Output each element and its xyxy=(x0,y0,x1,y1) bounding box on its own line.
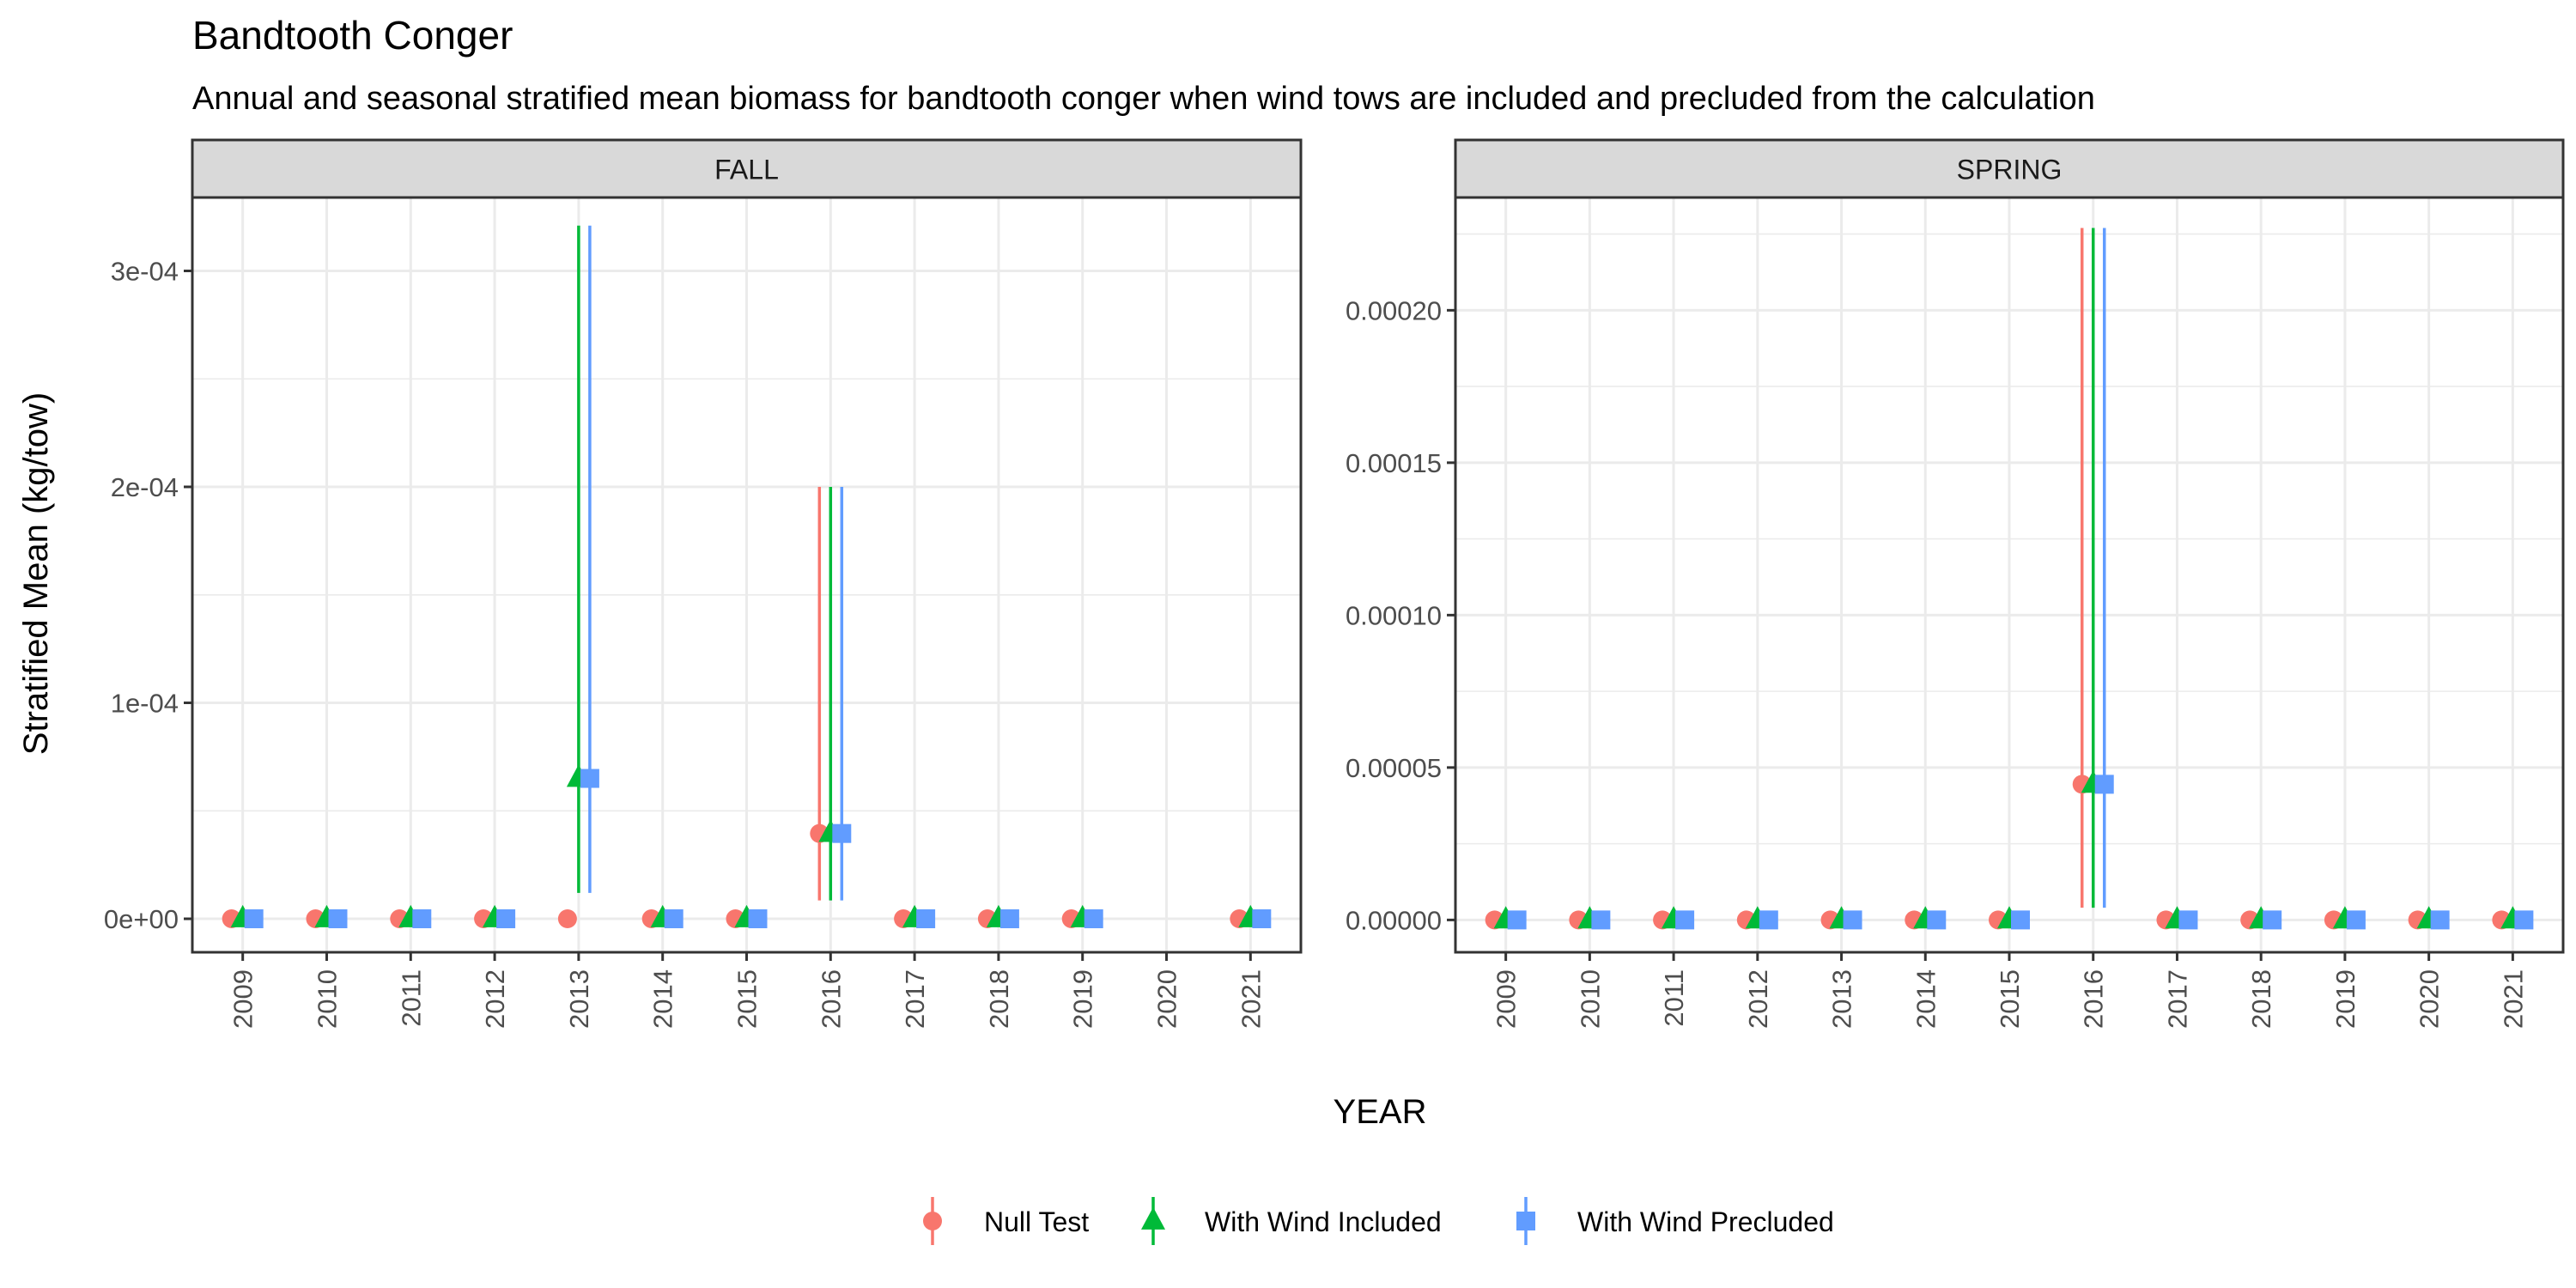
y-axis-label: Stratified Mean (kg/tow) xyxy=(17,392,55,755)
data-point xyxy=(557,909,577,929)
panel-fall: FALL 0e+00 1e-04 2e-04 3e-04 2009 2010 2011 2012… xyxy=(104,138,1303,1029)
x-tick-label: 2016 xyxy=(2079,969,2109,1029)
data-point xyxy=(1084,909,1103,929)
data-point xyxy=(1759,910,1778,930)
facet-strip xyxy=(191,138,1303,199)
x-tick-label: 2011 xyxy=(1659,969,1689,1027)
y-tick-label: 0.00015 xyxy=(1346,448,1442,478)
data-point xyxy=(1252,909,1272,929)
legend-item-wind-precluded: With Wind Precluded xyxy=(1516,1197,1834,1245)
data-point xyxy=(2178,910,2198,930)
x-tick-label: 2021 xyxy=(1236,969,1266,1029)
x-tick-label: 2015 xyxy=(1995,969,2025,1029)
y-tick-label: 0e+00 xyxy=(104,904,179,934)
chart-subtitle: Annual and seasonal stratified mean biom… xyxy=(192,81,2095,117)
y-tick-label: 3e-04 xyxy=(111,257,179,287)
series-wind-precluded xyxy=(244,225,1272,929)
legend-label: With Wind Precluded xyxy=(1577,1206,1834,1237)
x-tick-label: 2019 xyxy=(1068,969,1098,1029)
x-tick-label: 2011 xyxy=(396,969,426,1027)
x-tick-label: 2019 xyxy=(2330,969,2360,1029)
x-tick-label: 2014 xyxy=(648,969,678,1029)
legend-label: Null Test xyxy=(984,1206,1089,1237)
x-tick-label: 2012 xyxy=(480,969,510,1029)
y-tick-label: 0.00000 xyxy=(1346,905,1442,935)
legend-key-circle xyxy=(923,1212,942,1230)
legend-item-wind-included: With Wind Included xyxy=(1141,1197,1442,1245)
data-point xyxy=(999,909,1019,929)
x-tick-label: 2010 xyxy=(312,969,342,1029)
data-point xyxy=(1927,910,1947,930)
x-tick-label: 2017 xyxy=(2162,969,2192,1029)
x-tick-label: 2018 xyxy=(984,969,1014,1029)
x-tick-label: 2013 xyxy=(1827,969,1857,1029)
data-point xyxy=(1591,910,1611,930)
legend-item-null-test: Null Test xyxy=(923,1197,1089,1245)
x-tick-label: 2021 xyxy=(2498,969,2528,1029)
y-tick-label: 0.00020 xyxy=(1346,295,1442,325)
legend: Null Test With Wind Included With Wind Pre… xyxy=(923,1197,1834,1245)
data-point xyxy=(412,909,432,929)
data-point xyxy=(832,823,852,843)
chart-title: Bandtooth Conger xyxy=(192,13,513,58)
data-point xyxy=(496,909,516,929)
x-tick-label: 2014 xyxy=(1911,969,1941,1029)
y-tick-label: 1e-04 xyxy=(111,689,179,719)
legend-key-triangle xyxy=(1141,1206,1165,1230)
data-point xyxy=(2011,910,2030,930)
x-tick-label: 2009 xyxy=(228,969,258,1029)
data-point xyxy=(244,909,264,929)
y-tick-label: 0.00005 xyxy=(1346,753,1442,783)
data-point xyxy=(328,909,348,929)
panels-layer: FALL 0e+00 1e-04 2e-04 3e-04 2009 2010 2011 2012… xyxy=(104,138,2565,1029)
data-point xyxy=(2094,775,2114,794)
data-point xyxy=(664,909,683,929)
x-tick-label: 2020 xyxy=(2415,969,2445,1029)
legend-label: With Wind Included xyxy=(1205,1206,1442,1237)
data-point xyxy=(916,909,936,929)
facet-strip-label: FALL xyxy=(714,155,779,185)
series-null-test xyxy=(1485,228,2512,930)
x-tick-label: 2020 xyxy=(1152,969,1182,1029)
data-point xyxy=(2346,910,2366,930)
facet-strip xyxy=(1454,138,2565,199)
data-point xyxy=(748,909,768,929)
x-tick-label: 2016 xyxy=(816,969,846,1029)
data-point xyxy=(1675,910,1695,930)
data-point xyxy=(580,769,599,788)
y-tick-label: 2e-04 xyxy=(111,472,179,502)
data-point xyxy=(1843,910,1862,930)
facet-strip-label: SPRING xyxy=(1957,155,2063,185)
series-wind-precluded xyxy=(1507,228,2534,930)
data-point xyxy=(2430,910,2450,930)
legend-key-square xyxy=(1516,1212,1535,1230)
x-tick-label: 2018 xyxy=(2246,969,2276,1029)
panel-border xyxy=(191,196,1303,954)
x-axis-label: YEAR xyxy=(1334,1093,1427,1131)
panel-border xyxy=(1454,196,2565,954)
x-tick-label: 2009 xyxy=(1492,969,1522,1029)
x-tick-label: 2015 xyxy=(732,969,762,1029)
data-point xyxy=(2263,910,2282,930)
data-point xyxy=(2514,910,2534,930)
x-tick-label: 2010 xyxy=(1575,969,1605,1029)
x-tick-label: 2012 xyxy=(1743,969,1773,1029)
x-tick-label: 2013 xyxy=(564,969,594,1029)
y-tick-label: 0.00010 xyxy=(1346,600,1442,630)
panel-spring: SPRING 0.00000 0.00005 0.00010 0.00015 0.0002… xyxy=(1346,138,2565,1029)
x-tick-label: 2017 xyxy=(900,969,930,1029)
data-point xyxy=(1507,910,1527,930)
